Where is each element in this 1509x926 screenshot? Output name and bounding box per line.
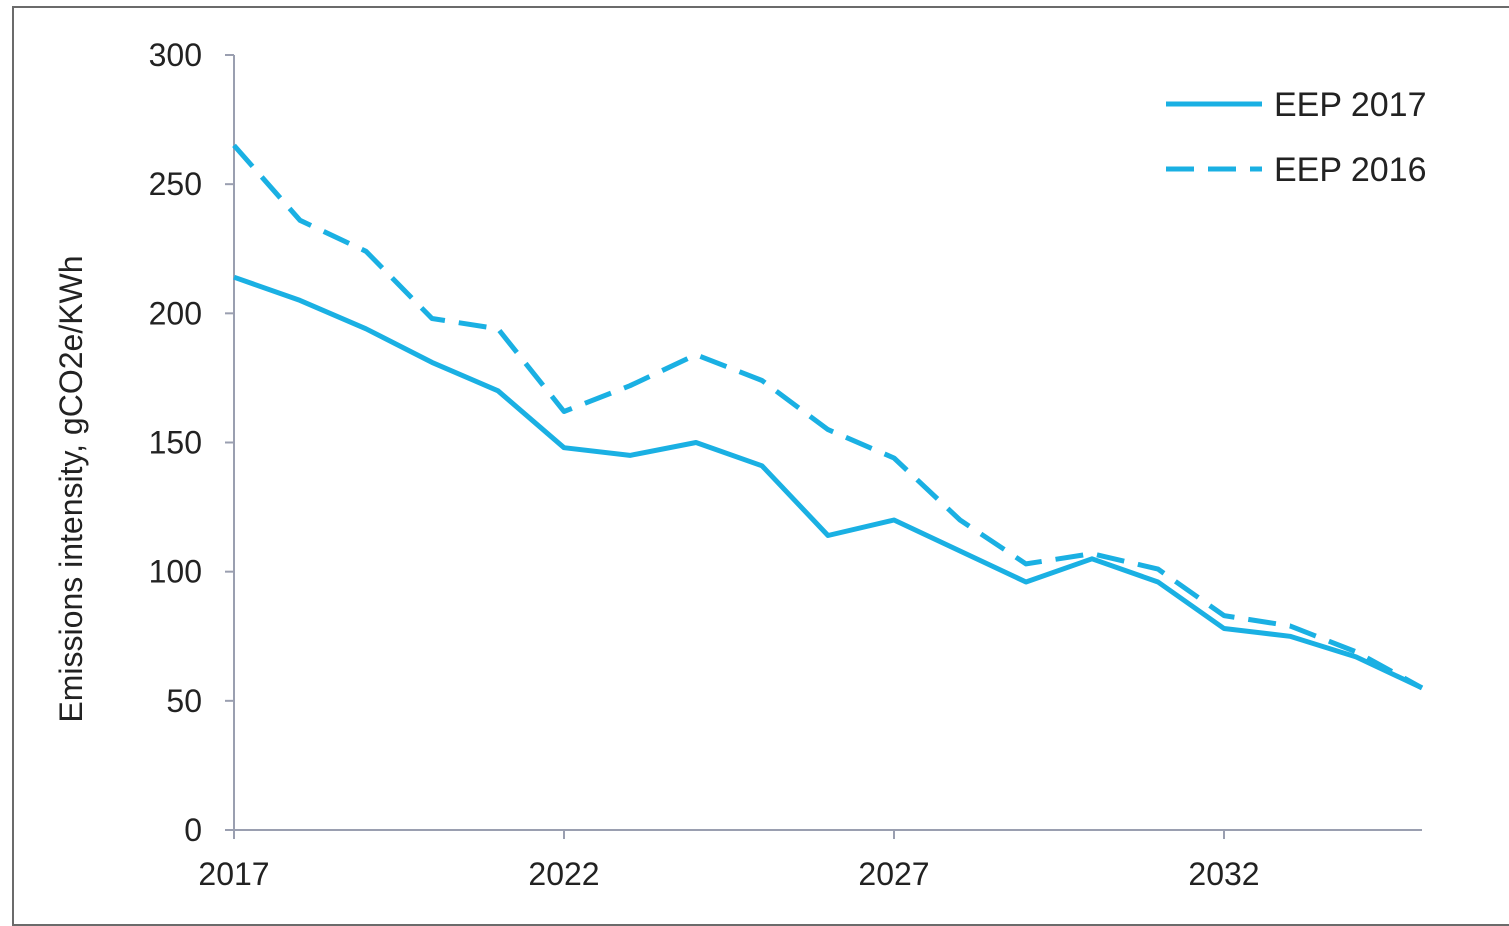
x-tick-label: 2027 (858, 856, 929, 892)
y-tick-label: 250 (149, 166, 202, 202)
legend-label: EEP 2016 (1274, 151, 1427, 189)
x-tick-label: 2022 (528, 856, 599, 892)
tick-labels: 0 50 100 150 200 250 300 2017 2022 2027 2032 (149, 37, 1260, 892)
legend-label: EEP 2017 (1274, 86, 1427, 124)
y-tick-label: 150 (149, 425, 202, 461)
legend: EEP 2017 EEP 2016 (1166, 86, 1427, 189)
y-tick-label: 0 (184, 812, 202, 848)
axes (225, 54, 1422, 839)
series-lines (232, 143, 1424, 691)
x-tick-label: 2017 (198, 856, 269, 892)
y-tick-label: 50 (166, 683, 202, 719)
series-line-eep-2016 (232, 143, 1424, 691)
y-tick-label: 300 (149, 37, 202, 73)
x-tick-label: 2032 (1188, 856, 1259, 892)
series-line-eep-2017 (233, 274, 1424, 691)
y-tick-label: 200 (149, 295, 202, 331)
y-axis-title: Emissions intensity, gCO2e/KWh (53, 255, 89, 722)
y-tick-label: 100 (149, 554, 202, 590)
